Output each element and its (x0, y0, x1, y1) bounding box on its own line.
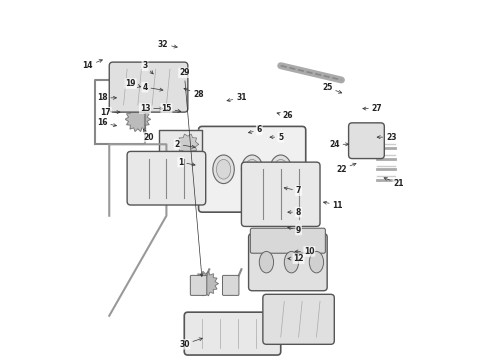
Text: 27: 27 (363, 104, 383, 113)
Ellipse shape (217, 159, 231, 179)
Text: 15: 15 (161, 104, 181, 113)
Text: 4: 4 (143, 83, 163, 92)
Ellipse shape (245, 159, 259, 179)
Text: 32: 32 (158, 40, 177, 49)
Text: 16: 16 (97, 118, 117, 127)
Text: 12: 12 (288, 254, 304, 263)
FancyBboxPatch shape (348, 123, 384, 158)
FancyBboxPatch shape (127, 152, 206, 205)
Text: 19: 19 (125, 79, 141, 88)
Text: 6: 6 (248, 126, 262, 135)
Text: 17: 17 (100, 108, 120, 117)
Text: 5: 5 (270, 132, 283, 141)
Text: 2: 2 (174, 140, 195, 149)
Text: 18: 18 (97, 93, 117, 102)
Polygon shape (159, 130, 202, 202)
Text: 3: 3 (143, 61, 153, 74)
Text: 25: 25 (322, 83, 342, 93)
FancyBboxPatch shape (184, 312, 281, 355)
Ellipse shape (273, 159, 288, 179)
Text: 9: 9 (288, 225, 301, 234)
Text: 23: 23 (377, 132, 397, 141)
Text: 14: 14 (83, 59, 102, 70)
Text: 10: 10 (295, 247, 315, 256)
Text: 28: 28 (184, 88, 204, 99)
Text: 13: 13 (140, 104, 163, 113)
Text: 20: 20 (143, 129, 154, 141)
Ellipse shape (270, 155, 292, 184)
Ellipse shape (309, 251, 323, 273)
Text: 24: 24 (329, 140, 348, 149)
Polygon shape (193, 271, 218, 296)
Text: 7: 7 (284, 186, 301, 195)
Text: 11: 11 (323, 201, 343, 210)
FancyBboxPatch shape (222, 275, 239, 296)
FancyBboxPatch shape (109, 62, 188, 112)
FancyBboxPatch shape (263, 294, 334, 344)
FancyBboxPatch shape (190, 275, 207, 296)
FancyBboxPatch shape (250, 228, 325, 253)
Text: 26: 26 (277, 111, 293, 120)
Polygon shape (177, 134, 198, 154)
Ellipse shape (284, 251, 298, 273)
Text: 31: 31 (227, 93, 246, 102)
FancyBboxPatch shape (248, 234, 327, 291)
Polygon shape (125, 107, 150, 131)
Ellipse shape (213, 155, 234, 184)
Text: 22: 22 (336, 163, 356, 174)
Ellipse shape (242, 155, 263, 184)
Polygon shape (154, 164, 172, 182)
Ellipse shape (259, 251, 273, 273)
Text: 30: 30 (179, 338, 202, 349)
Polygon shape (159, 158, 188, 187)
Text: 8: 8 (288, 208, 301, 217)
FancyBboxPatch shape (198, 126, 306, 212)
Text: 21: 21 (384, 177, 404, 188)
FancyBboxPatch shape (242, 162, 320, 226)
Text: 29: 29 (179, 68, 203, 276)
Text: 1: 1 (178, 158, 195, 167)
